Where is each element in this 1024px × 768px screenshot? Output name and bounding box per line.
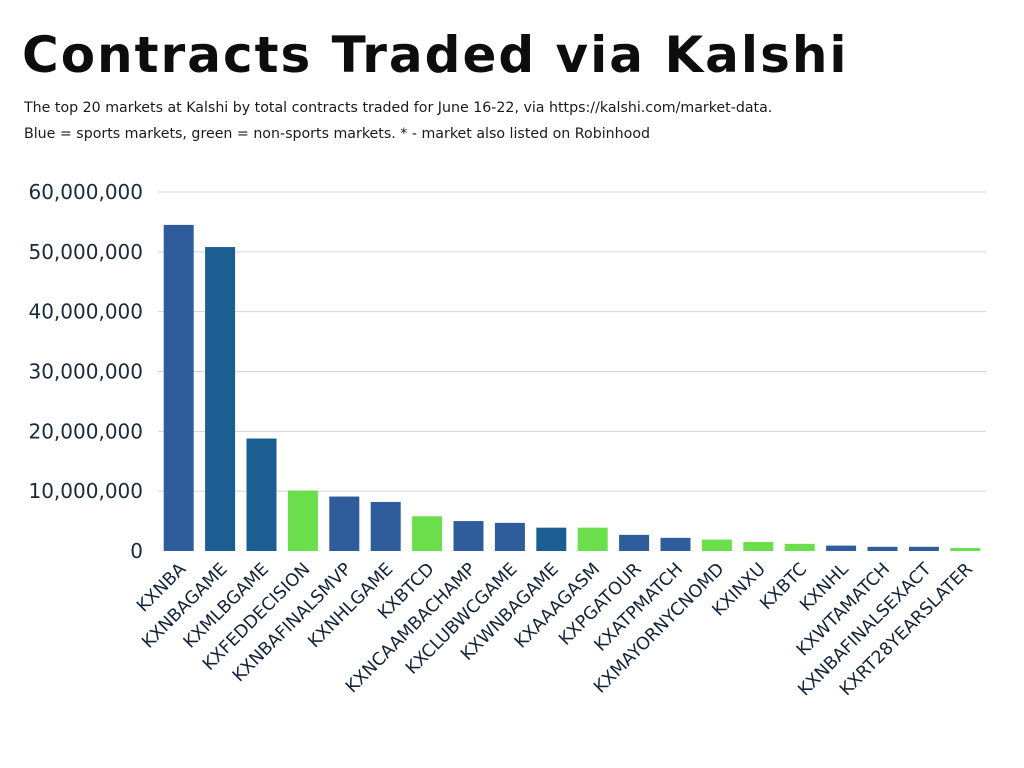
y-tick-label: 0: [130, 539, 143, 563]
bar-kxmlbgame: [246, 438, 277, 551]
bar-kxinxu: [743, 542, 774, 551]
bar-kxfeddecision: [287, 490, 318, 551]
bars: [163, 224, 981, 552]
bar-kxnba: [163, 224, 194, 552]
bar-kxnhl: [826, 545, 857, 551]
bar-kxatpmatch: [660, 537, 691, 551]
bar-kxclubwcgame: [494, 522, 525, 551]
bar-kxnbafinalsexact: [908, 546, 939, 551]
bar-kxnbafinalsmvp: [329, 496, 360, 551]
y-tick-label: 30,000,000: [28, 360, 143, 384]
bar-kxrt28yearslater: [950, 548, 981, 551]
chart-subtitle-line-1: The top 20 markets at Kalshi by total co…: [24, 100, 773, 116]
bar-kxpgatour: [619, 534, 650, 551]
gridlines: [158, 191, 986, 492]
bar-kxbtc: [784, 543, 815, 551]
chart-subtitle-line-2: Blue = sports markets, green = non-sport…: [24, 126, 651, 142]
y-tick-label: 20,000,000: [28, 419, 143, 443]
y-tick-label: 50,000,000: [28, 240, 143, 264]
bar-kxwtamatch: [867, 546, 898, 551]
bar-kxncaambachamp: [453, 521, 484, 551]
bar-kxbtcd: [412, 516, 443, 551]
bar-kxmayornycnomd: [701, 539, 732, 551]
bar-kxnbagame: [205, 247, 236, 551]
bar-kxwnbagame: [536, 527, 567, 551]
x-axis-tick-labels: KXNBAKXNBAGAMEKXMLBGAMEKXFEDDECISIONKXNB…: [133, 559, 977, 700]
y-tick-label: 40,000,000: [28, 300, 143, 324]
y-tick-label: 10,000,000: [28, 479, 143, 503]
bar-kxnhlgame: [370, 501, 401, 551]
y-axis-tick-labels: 0 10,000,000 20,000,000 30,000,000 40,000,00…: [28, 180, 143, 563]
chart-title: Contracts Traded via Kalshi: [22, 26, 849, 84]
y-tick-label: 60,000,000: [28, 180, 143, 204]
bar-kxaaagasm: [577, 527, 608, 551]
